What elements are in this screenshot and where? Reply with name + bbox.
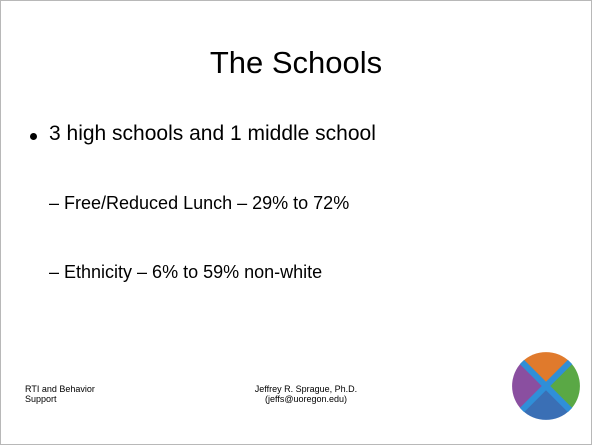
footer-line: RTI and Behavior (25, 384, 95, 394)
logo-segment (546, 362, 580, 410)
sub-bullet: – Ethnicity – 6% to 59% non-white (49, 262, 323, 282)
footer-line: Support (25, 394, 57, 404)
footer-line: (jeffs@uoregon.edu) (264, 394, 348, 404)
logo-segment (512, 362, 546, 410)
footer-line: Jeffrey R. Sprague, Ph.D. (254, 384, 358, 394)
footer-center: Jeffrey R. Sprague, Ph.D. (jeffs@uoregon… (206, 384, 406, 404)
logo-cross (519, 359, 573, 413)
footer-left: RTI and Behavior Support (25, 384, 95, 404)
bullet-marker (30, 133, 37, 140)
bullet-text: 3 high schools and 1 middle school (49, 122, 376, 145)
logo-segment (522, 386, 570, 420)
slide-title: The Schools (209, 45, 383, 80)
sub-bullet: – Free/Reduced Lunch – 29% to 72% (49, 193, 350, 213)
logo (512, 352, 580, 420)
logo-segment (522, 352, 570, 386)
